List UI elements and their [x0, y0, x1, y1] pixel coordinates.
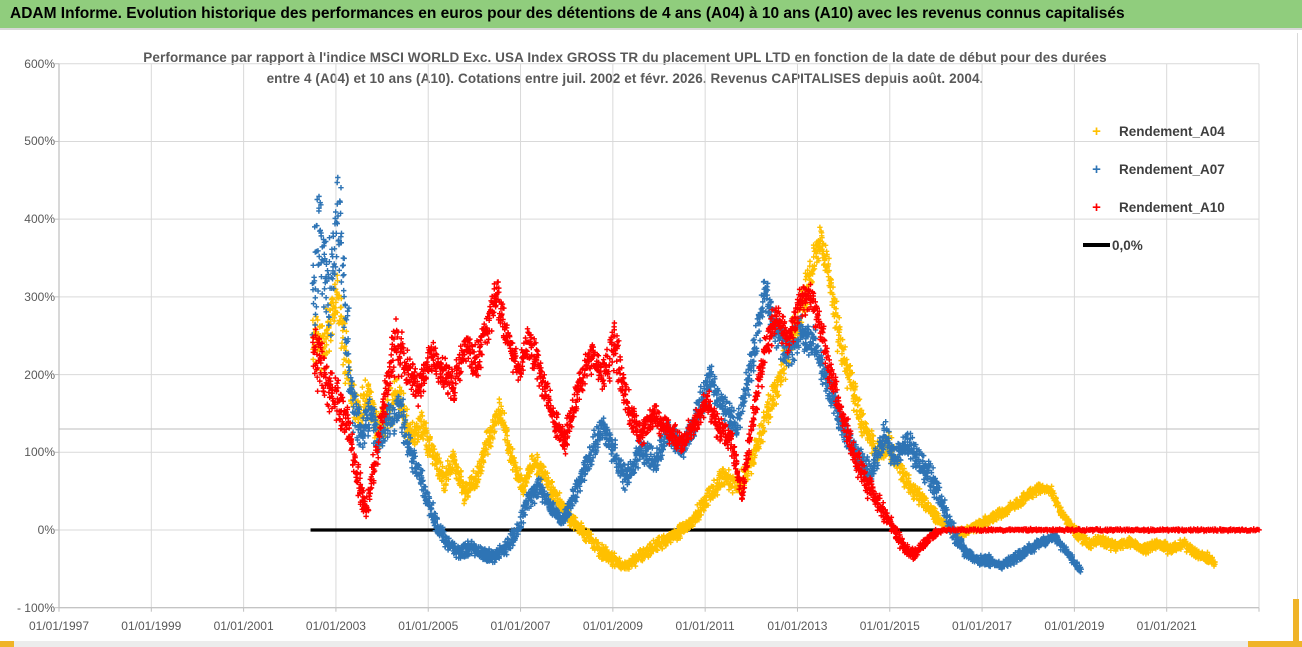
plus-marker-icon: +	[1092, 160, 1101, 178]
plus-marker-icon: +	[1092, 198, 1101, 216]
series-Rendement_A07[interactable]	[309, 174, 1084, 575]
selection-handle-right[interactable]	[1293, 599, 1299, 641]
x-tick-label: 01/01/2011	[675, 619, 735, 633]
y-tick-label: 300%	[24, 289, 55, 304]
x-tick-label: 01/01/1997	[28, 619, 90, 633]
banner-title: ADAM Informe. Evolution historique des p…	[0, 0, 1302, 30]
y-tick-label: 0%	[37, 523, 55, 537]
zero-line-swatch-icon	[1083, 243, 1110, 247]
x-tick-label: 01/01/2009	[582, 619, 643, 633]
legend-item-Rendement-A07[interactable]: + Rendement_A07	[1083, 150, 1253, 188]
chart-title-line2: entre 4 (A04) et 10 ans (A10). Cotations…	[266, 71, 984, 86]
x-tick-label: 01/01/2013	[767, 619, 828, 633]
legend-item-0-0-[interactable]: 0,0%	[1083, 226, 1253, 264]
selection-handle-bottom-left[interactable]	[0, 641, 14, 647]
series-Rendement_A10[interactable]	[310, 279, 1262, 562]
y-tick-label: 400%	[24, 212, 55, 227]
y-tick-label: 200%	[24, 367, 55, 382]
y-tick-label: - 100%	[16, 600, 55, 615]
x-tick-label: 01/01/2017	[952, 619, 1013, 633]
x-tick-label: 01/01/1999	[121, 619, 182, 633]
x-tick-label: 01/01/2021	[1136, 619, 1197, 633]
y-tick-label: 100%	[24, 445, 55, 460]
x-tick-label: 01/01/2005	[398, 619, 459, 633]
legend-label: 0,0%	[1112, 237, 1143, 253]
plus-marker-icon: +	[1092, 122, 1101, 140]
x-tick-label: 01/01/2003	[305, 619, 366, 633]
legend-label: Rendement_A04	[1119, 123, 1225, 139]
y-tick-label: 600%	[24, 56, 55, 71]
legend-item-Rendement-A10[interactable]: + Rendement_A10	[1083, 188, 1253, 226]
x-tick-label: 01/01/2001	[213, 619, 274, 633]
selection-handle-bottom-right[interactable]	[1248, 641, 1302, 647]
chart-border	[1297, 33, 1298, 599]
legend[interactable]: + Rendement_A04 + Rendement_A07 + Rendement_A…	[1083, 112, 1253, 264]
legend-item-Rendement-A04[interactable]: + Rendement_A04	[1083, 112, 1253, 150]
y-tick-label: 500%	[24, 134, 55, 149]
legend-label: Rendement_A10	[1119, 199, 1225, 215]
x-tick-label: 01/01/2015	[859, 619, 920, 633]
sheet-bottom-strip	[0, 641, 1302, 647]
chart-title-line1: Performance par rapport à l'indice MSCI …	[143, 50, 1107, 65]
x-tick-label: 01/01/2019	[1044, 619, 1105, 633]
legend-label: Rendement_A07	[1119, 161, 1225, 177]
x-tick-label: 01/01/2007	[490, 619, 551, 633]
series-Rendement_A04[interactable]	[310, 224, 1218, 572]
